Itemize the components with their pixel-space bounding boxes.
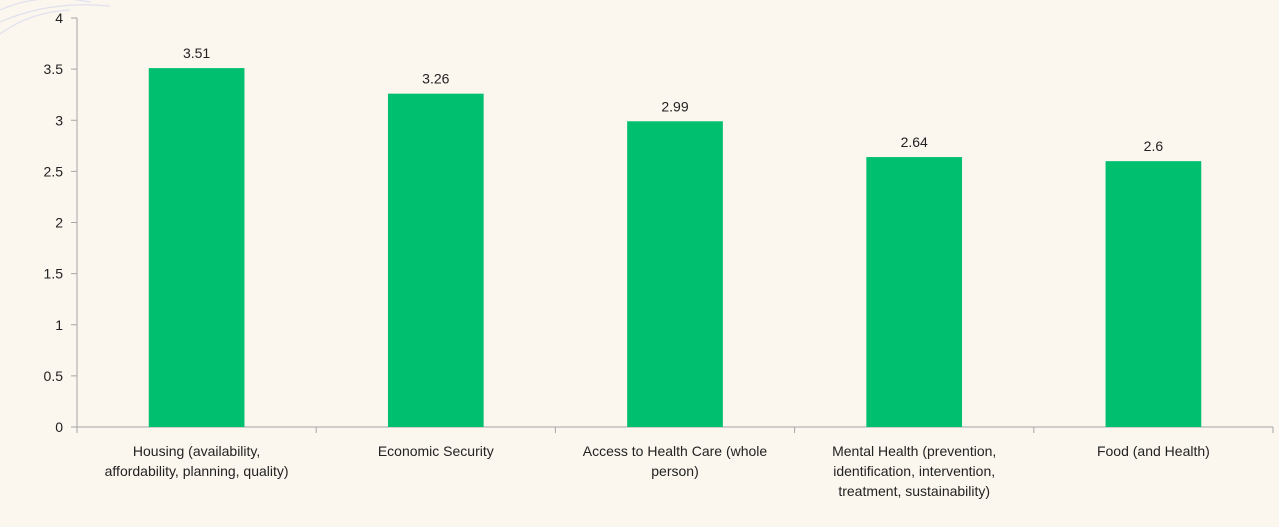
bar [148, 68, 245, 427]
y-tick-label: 1 [55, 317, 63, 333]
decorative-arc [0, 4, 111, 23]
y-axis: 0 0.5 1 1.5 2 2.5 3 3.5 4 [44, 10, 78, 435]
data-labels: 3.51 3.26 2.99 2.64 2.6 [183, 45, 1163, 154]
y-tick-label: 2 [55, 215, 63, 231]
y-tick-label: 3.5 [44, 61, 64, 77]
y-tick-label: 3 [55, 112, 63, 128]
y-tick-label: 0 [55, 419, 63, 435]
data-label: 3.26 [422, 71, 449, 87]
y-tick-label: 4 [55, 10, 63, 26]
data-label: 2.6 [1144, 138, 1164, 154]
y-tick-label: 0.5 [44, 368, 64, 384]
decorative-arc [0, 0, 91, 11]
x-category-label: Mental Health (prevention, identification… [832, 443, 996, 499]
data-label: 3.51 [183, 45, 210, 61]
decorative-arc [0, 9, 71, 35]
x-category-label: Economic Security [378, 443, 494, 459]
bars [148, 68, 1202, 428]
x-category-label: Food (and Health) [1097, 443, 1210, 459]
data-label: 2.64 [901, 134, 928, 150]
x-axis [76, 426, 1274, 433]
y-tick-label: 2.5 [44, 163, 64, 179]
bar [866, 157, 963, 427]
background-decoration [0, 0, 111, 35]
y-tick-label: 1.5 [44, 266, 64, 282]
x-category-label: Access to Health Care (whole person) [583, 443, 768, 479]
bar [387, 93, 484, 427]
bar [1105, 161, 1202, 427]
bar [627, 121, 723, 428]
data-label: 2.99 [661, 98, 688, 114]
category-labels: Housing (availability, affordability, pla… [105, 443, 1210, 499]
x-category-label: Housing (availability, affordability, pla… [105, 443, 289, 479]
